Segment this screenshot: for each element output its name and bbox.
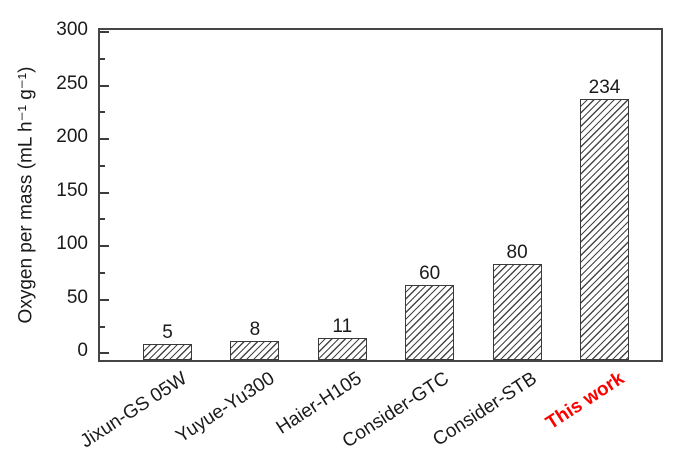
bar [317,337,367,360]
y-major-tick [100,138,109,141]
y-tick-label: 150 [56,179,88,201]
y-major-tick [100,298,109,301]
y-minor-tick [100,218,105,221]
bar-value-label: 11 [332,315,353,337]
plot-area: 5 8 11 60 80 234 [98,28,663,362]
y-major-tick [100,31,109,34]
y-tick-label: 300 [56,19,88,41]
bar-value-label: 234 [588,76,621,98]
y-tick-label: 0 [77,340,88,362]
x-category-label: Yuyue-Yu300 [172,368,279,448]
bar-value-label: 8 [249,318,261,340]
y-minor-tick [100,272,105,274]
x-category-label-this-work: This work [542,368,628,434]
y-major-tick [100,84,109,87]
y-minor-tick [100,57,105,60]
x-category-label: Jixun-GS 05W [76,368,191,453]
y-minor-tick [100,325,105,328]
y-tick-label: 200 [56,126,88,148]
y-major-tick [100,245,109,248]
y-tick-label: 50 [66,286,88,308]
y-minor-tick [100,164,105,167]
bar-value-label: 80 [506,241,528,263]
y-tick-label: 250 [56,72,88,94]
y-minor-tick [100,111,105,114]
bar [143,343,192,360]
y-axis-title: Oxygen per mass (mL h⁻¹ g⁻¹) [15,66,37,324]
y-major-tick [100,352,109,355]
bar [580,98,629,360]
bar-value-label: 60 [419,263,441,285]
bar [230,340,280,360]
bar [492,263,542,360]
y-tick-label: 100 [56,233,88,255]
y-major-tick [100,191,109,194]
bar [405,285,455,360]
bar-value-label: 5 [162,321,173,343]
